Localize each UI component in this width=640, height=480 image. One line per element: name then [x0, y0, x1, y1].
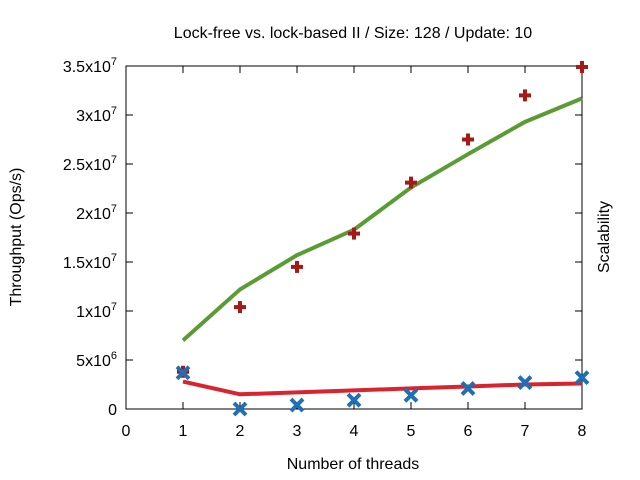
y-tick-exponent: 7	[111, 203, 117, 215]
y-axis-label: Throughput (Ops/s)	[8, 168, 25, 307]
x-marker	[232, 401, 248, 417]
plus-marker	[234, 301, 246, 314]
y-axis: 05x1061x1071.5x1072x1072.5x1073x1073.5x1…	[63, 56, 582, 419]
plus-marker	[405, 176, 417, 189]
x-tick-label: 1	[179, 423, 188, 440]
x-tick-label: 3	[293, 423, 302, 440]
x-tick-label: 8	[578, 423, 587, 440]
y-tick-label: 0	[108, 402, 117, 419]
y-tick-mantissa: 5x10	[76, 353, 111, 370]
y-tick-label: 3.5x107	[63, 56, 117, 76]
y-tick-mantissa: 1.5x10	[63, 255, 111, 272]
y-tick-exponent: 7	[111, 154, 117, 166]
y-tick-exponent: 7	[111, 301, 117, 313]
y-tick-label: 5x106	[76, 350, 117, 370]
y-tick-mantissa: 3x10	[76, 108, 111, 125]
x-marker	[175, 365, 191, 381]
x-tick-label: 5	[407, 423, 416, 440]
y-tick-mantissa: 3.5x10	[63, 59, 111, 76]
x-tick-label: 0	[122, 423, 131, 440]
y-tick-label: 2x107	[76, 203, 117, 223]
x-axis: 0 1 2 3 4 5 6 7 8	[122, 66, 587, 440]
y-tick-exponent: 6	[111, 350, 117, 362]
y-tick-exponent: 7	[111, 252, 117, 264]
series-line-1	[182, 379, 583, 397]
y-tick-mantissa: 2x10	[76, 206, 111, 223]
x-marker	[574, 370, 590, 386]
plus-marker	[348, 227, 360, 240]
plus-marker	[576, 60, 588, 73]
x-marker	[289, 397, 305, 413]
plus-marker	[462, 133, 474, 146]
plus-marker	[291, 260, 303, 273]
plot-area	[175, 60, 590, 417]
x-marker	[460, 381, 476, 396]
y-tick-mantissa: 1x10	[76, 304, 111, 321]
y-tick-exponent: 7	[111, 56, 117, 68]
y-tick-label: 3x107	[76, 105, 117, 125]
y-tick-label: 1.5x107	[63, 252, 117, 272]
x-axis-label: Number of threads	[287, 456, 420, 473]
x-tick-label: 4	[350, 423, 359, 440]
x-tick-label: 6	[464, 423, 473, 440]
y-tick-label: 2.5x107	[63, 154, 117, 174]
y-tick-exponent: 7	[111, 105, 117, 117]
series-line-0	[181, 96, 583, 342]
x-marker	[517, 375, 533, 390]
y2-axis-label: Scalability	[596, 201, 613, 273]
x-marker	[403, 387, 419, 403]
plus-marker	[519, 89, 531, 102]
x-marker	[346, 392, 362, 408]
x-tick-label: 7	[521, 423, 530, 440]
y-tick-mantissa: 0	[108, 402, 117, 419]
y-tick-mantissa: 2.5x10	[63, 157, 111, 174]
x-tick-label: 2	[236, 423, 245, 440]
chart-title: Lock-free vs. lock-based II / Size: 128 …	[174, 25, 533, 42]
y-tick-label: 1x107	[76, 301, 117, 321]
